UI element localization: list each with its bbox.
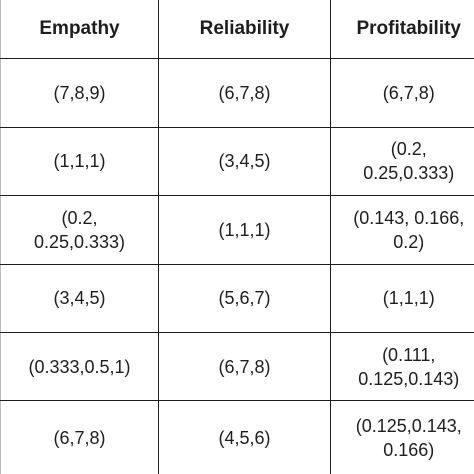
table-cell: (1,1,1) (0, 126, 159, 197)
table-cell: (3,4,5) (158, 126, 331, 197)
table-cell: (6,7,8) (0, 400, 159, 474)
table-row: (6,7,8) (4,5,6) (0.125,0.143, 0.166) (0, 400, 474, 474)
table-cell: (1,1,1) (158, 195, 331, 265)
table-cell: (3,4,5) (0, 263, 159, 334)
table-cell: (0.2, 0.25,0.333) (0, 195, 159, 265)
table-row: (0.333,0.5,1) (6,7,8) (0.111, 0.125,0.143… (0, 332, 474, 402)
table-cell: (0.333,0.5,1) (0, 332, 159, 402)
column-header-profitability: Profitability (330, 0, 474, 60)
table-cell: (6,7,8) (158, 58, 331, 128)
column-header-reliability: Reliability (158, 0, 331, 60)
table-row: (0.2, 0.25,0.333) (1,1,1) (0.143, 0.166, 0… (0, 195, 474, 265)
table-cell: (4,5,6) (158, 400, 331, 474)
table-cell: (6,7,8) (158, 332, 331, 402)
table-cell: (7,8,9) (0, 58, 159, 128)
table-cell: (5,6,7) (158, 263, 331, 334)
table-cell: (0.111, 0.125,0.143) (330, 332, 474, 402)
table-cell: (0.2, 0.25,0.333) (330, 126, 474, 197)
header-row: Empathy Reliability Profitability (0, 0, 474, 60)
table-row: (3,4,5) (5,6,7) (1,1,1) (0, 263, 474, 334)
table-cell: (1,1,1) (330, 263, 474, 334)
table-cell: (6,7,8) (330, 58, 474, 128)
table-row: (7,8,9) (6,7,8) (6,7,8) (0, 58, 474, 128)
table-cell: (0.143, 0.166, 0.2) (330, 195, 474, 265)
column-header-empathy: Empathy (0, 0, 159, 60)
table-cell: (0.125,0.143, 0.166) (330, 400, 474, 474)
table-row: (1,1,1) (3,4,5) (0.2, 0.25,0.333) (0, 126, 474, 197)
